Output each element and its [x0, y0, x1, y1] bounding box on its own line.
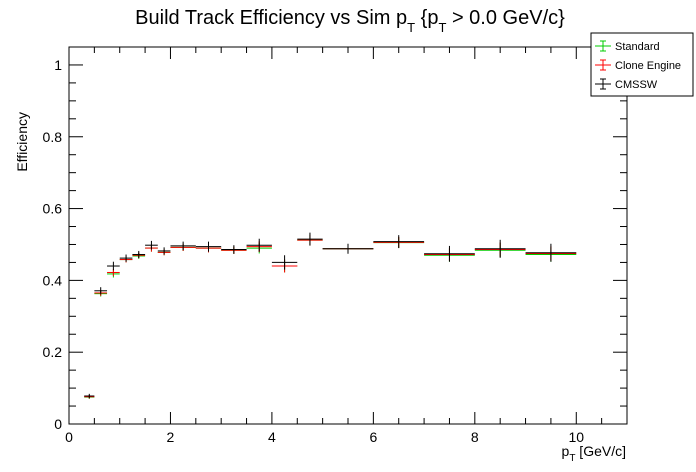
- y-tick-label: 1: [54, 57, 62, 73]
- x-tick-label: 6: [369, 429, 377, 445]
- data-point: [322, 243, 374, 254]
- x-axis-label-sub: T: [569, 453, 575, 464]
- chart-title-sub2: T: [438, 20, 446, 35]
- y-tick-label: 0.8: [43, 129, 63, 145]
- axis-ticks: [68, 46, 628, 425]
- data-point: [271, 255, 298, 270]
- tick-labels: 0 2 4 6 8 10 0 0.2 0.4 0.6 0.8 1: [43, 57, 585, 445]
- data-point: [221, 245, 247, 254]
- data-point: [107, 261, 120, 271]
- legend-label: Standard: [615, 41, 660, 53]
- data-point: [246, 238, 272, 252]
- data-point: [170, 241, 196, 251]
- data-point: [474, 239, 526, 258]
- data-point: [157, 247, 171, 255]
- legend-entry: CMSSW: [595, 78, 658, 91]
- chart-title-main: Build Track Efficiency vs Sim p: [135, 7, 407, 29]
- x-tick-label: 10: [568, 429, 584, 445]
- y-tick-label: 0.6: [43, 201, 63, 217]
- data-point: [297, 232, 323, 246]
- x-tick-label: 8: [471, 429, 479, 445]
- x-axis-label: pT [GeV/c]: [562, 443, 626, 464]
- chart-title: Build Track Efficiency vs Sim pT {pT > 0…: [135, 7, 565, 35]
- chart-title-end: > 0.0 GeV/c}: [446, 7, 565, 29]
- legend-entry: Standard: [595, 40, 660, 53]
- chart-title-sub1: T: [407, 20, 415, 35]
- y-tick-label: 0.4: [43, 272, 63, 288]
- x-tick-label: 4: [268, 429, 276, 445]
- data-point: [195, 241, 222, 252]
- legend-entries: Standard Clone Engine CMSSW: [595, 40, 681, 91]
- data-point: [119, 254, 133, 262]
- data-point: [84, 393, 95, 399]
- y-axis-label: Efficiency: [14, 112, 30, 172]
- x-tick-label: 2: [167, 429, 175, 445]
- legend-label: CMSSW: [615, 79, 658, 91]
- data-point: [525, 243, 577, 262]
- data-marks: [84, 232, 577, 399]
- chart-title-mid: {p: [415, 7, 438, 29]
- x-axis-label-end: [GeV/c]: [575, 443, 626, 459]
- data-point: [424, 245, 475, 262]
- legend-entry: Clone Engine: [595, 59, 681, 72]
- series-cmssw: [84, 232, 577, 399]
- x-axis-label-main: p: [562, 443, 570, 459]
- legend: Standard Clone Engine CMSSW: [590, 32, 694, 97]
- y-tick-label: 0: [54, 416, 62, 432]
- x-tick-label: 0: [65, 429, 73, 445]
- data-point: [132, 250, 146, 259]
- data-point: [94, 287, 108, 295]
- legend-label: Clone Engine: [615, 60, 681, 72]
- y-tick-label: 0.2: [43, 344, 63, 360]
- data-point: [145, 240, 158, 250]
- data-point: [373, 235, 425, 249]
